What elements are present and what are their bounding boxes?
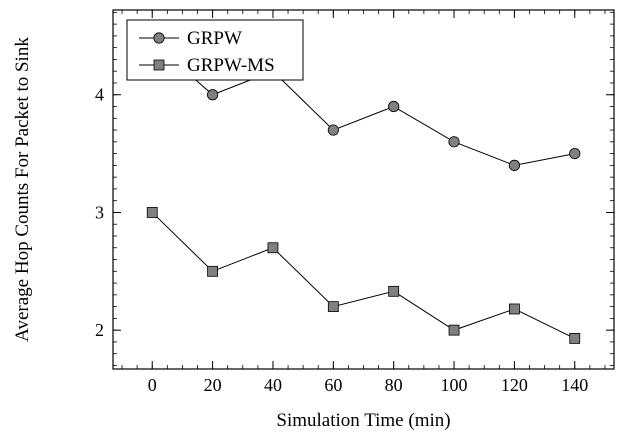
data-point bbox=[267, 242, 279, 254]
x-tick-label: 100 bbox=[441, 375, 468, 395]
x-tick-label: 60 bbox=[324, 375, 342, 395]
x-tick-label: 0 bbox=[148, 375, 157, 395]
data-point bbox=[327, 301, 339, 313]
data-point bbox=[448, 136, 460, 148]
series-layer bbox=[146, 36, 581, 344]
legend: GRPW GRPW-MS bbox=[126, 19, 304, 81]
legend-label: GRPW-MS bbox=[187, 55, 275, 76]
y-tick-label: 4 bbox=[95, 85, 104, 105]
data-point bbox=[206, 89, 219, 101]
x-tick-label: 80 bbox=[385, 375, 403, 395]
series-2 bbox=[146, 207, 581, 344]
data-point bbox=[569, 332, 581, 344]
data-point bbox=[146, 207, 158, 218]
y-tick-label: 3 bbox=[95, 202, 104, 222]
data-point bbox=[509, 303, 520, 315]
x-tick-label: 20 bbox=[204, 375, 222, 395]
y-tick-label: 2 bbox=[95, 320, 104, 340]
data-point bbox=[327, 124, 339, 136]
x-tick-label: 140 bbox=[561, 375, 588, 395]
legend-item: GRPW-MS bbox=[139, 55, 275, 76]
legend-item: GRPW bbox=[139, 28, 242, 49]
legend-label: GRPW bbox=[187, 28, 242, 49]
series-line bbox=[151, 212, 575, 339]
series-line bbox=[151, 41, 575, 166]
x-axis-label: Simulation Time (min) bbox=[276, 410, 450, 431]
data-point bbox=[569, 148, 581, 160]
x-axis-ticks: 0 20 40 60 80 100 120 140 bbox=[148, 10, 588, 395]
x-tick-label: 40 bbox=[264, 375, 282, 395]
data-point bbox=[207, 265, 218, 277]
x-tick-label: 120 bbox=[501, 375, 528, 395]
data-point bbox=[388, 285, 400, 297]
data-point bbox=[508, 159, 521, 171]
y-axis-ticks: 2 3 4 bbox=[95, 85, 614, 340]
data-point bbox=[388, 100, 400, 113]
y-axis-label: Average Hop Counts For Packet to Sink bbox=[12, 37, 33, 342]
data-point bbox=[448, 324, 460, 336]
circle-marker-icon bbox=[153, 32, 165, 44]
square-marker-icon bbox=[153, 59, 165, 71]
